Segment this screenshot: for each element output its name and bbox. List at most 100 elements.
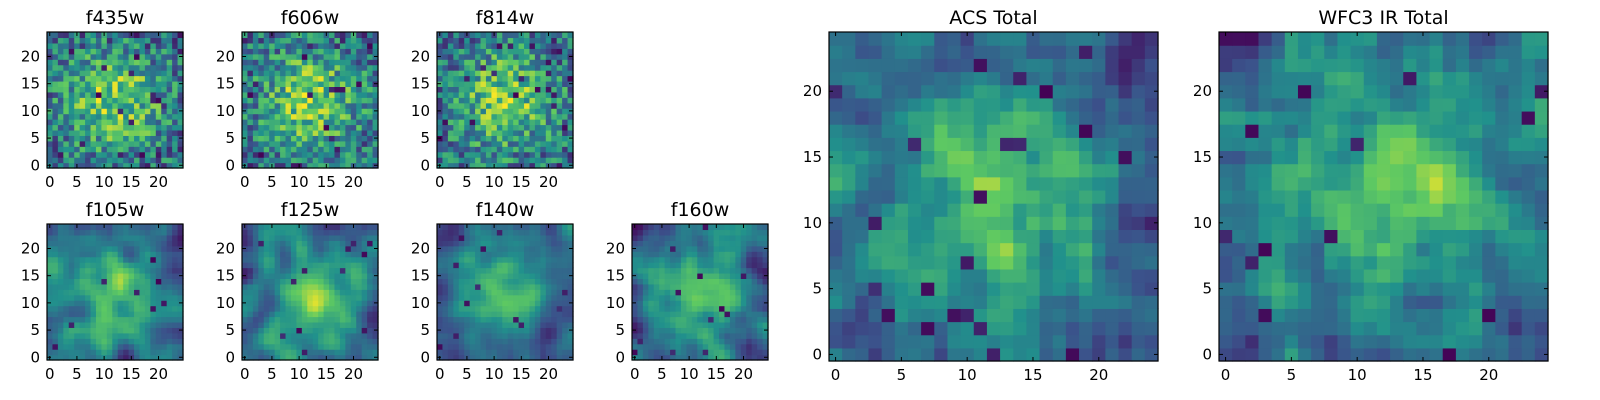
heatmap-cell <box>242 256 249 263</box>
heatmap-cell <box>52 37 59 44</box>
heatmap-cell <box>675 256 682 263</box>
axes-frame <box>46 223 184 361</box>
heatmap-cell <box>68 70 75 77</box>
heatmap-cell <box>691 354 698 361</box>
heatmap-cell <box>79 321 86 328</box>
heatmap-cell <box>868 255 883 270</box>
heatmap-cell <box>263 343 270 350</box>
heatmap-cell <box>150 349 157 356</box>
heatmap-cell <box>491 124 498 131</box>
heatmap-cell <box>447 245 454 252</box>
heatmap-cell <box>458 86 465 93</box>
heatmap-cell <box>702 267 709 274</box>
heatmap-cell <box>642 300 649 307</box>
heatmap-cell <box>296 37 303 44</box>
heatmap-cell <box>128 91 135 98</box>
heatmap-cell <box>1052 163 1067 178</box>
heatmap-cell <box>567 146 574 153</box>
heatmap-cell <box>719 283 726 290</box>
heatmap-cell <box>469 97 476 104</box>
heatmap-cell <box>724 305 731 312</box>
heatmap-cell <box>680 332 687 339</box>
heatmap-cell <box>139 86 146 93</box>
heatmap-cell <box>79 354 86 361</box>
heatmap-cell <box>453 300 460 307</box>
heatmap-cell <box>79 146 86 153</box>
heatmap-cell <box>642 267 649 274</box>
heatmap-cell <box>95 86 102 93</box>
heatmap-cell <box>1079 242 1093 257</box>
heatmap-cell <box>112 162 119 169</box>
heatmap-cell <box>312 64 319 71</box>
heatmap-cell <box>529 256 536 263</box>
heatmap-cell <box>708 245 715 252</box>
heatmap-cell <box>155 311 162 318</box>
heatmap-cell <box>485 48 492 55</box>
heatmap-cell <box>242 146 249 153</box>
heatmap-cell <box>112 354 119 361</box>
heatmap-cell <box>334 70 341 77</box>
heatmap-cell <box>242 343 249 350</box>
heatmap-cell <box>144 108 151 115</box>
heatmap-cell <box>274 349 281 356</box>
heatmap-cell <box>290 102 297 109</box>
heatmap-cell <box>274 91 281 98</box>
heatmap-cell <box>177 262 184 269</box>
heatmap-cell <box>458 146 465 153</box>
heatmap-cell <box>128 349 135 356</box>
heatmap-cell <box>90 240 97 247</box>
heatmap-cell <box>475 251 482 258</box>
heatmap-cell <box>345 289 352 296</box>
heatmap-cell <box>708 267 715 274</box>
heatmap-cell <box>334 224 341 231</box>
heatmap-cell <box>166 135 173 142</box>
heatmap-cell <box>664 283 671 290</box>
heatmap-cell <box>735 256 742 263</box>
heatmap-cell <box>155 229 162 236</box>
heatmap-cell <box>697 300 704 307</box>
heatmap-cell <box>659 267 666 274</box>
heatmap-cell <box>68 113 75 120</box>
heatmap-cell <box>464 129 471 136</box>
heatmap-cell <box>680 354 687 361</box>
heatmap-cell <box>551 64 558 71</box>
heatmap-cell <box>464 272 471 279</box>
heatmap-cell <box>491 256 498 263</box>
heatmap-cell <box>551 283 558 290</box>
heatmap-cell <box>632 267 639 274</box>
heatmap-cell <box>447 151 454 158</box>
heatmap-cell <box>128 48 135 55</box>
heatmap-cell <box>719 272 726 279</box>
heatmap-cell <box>567 32 574 39</box>
heatmap-cell <box>1052 295 1067 309</box>
heatmap-cell <box>361 32 368 39</box>
heatmap-cell <box>128 124 135 131</box>
heatmap-cell <box>301 234 308 241</box>
heatmap-cell <box>323 119 330 126</box>
heatmap-cell <box>307 262 314 269</box>
heatmap-cell <box>172 146 179 153</box>
heatmap-cell <box>973 347 988 362</box>
heatmap-cell <box>161 80 168 87</box>
heatmap-cell <box>513 53 520 60</box>
heatmap-cell <box>95 278 102 285</box>
heatmap-cell <box>269 91 276 98</box>
heatmap-cell <box>567 262 574 269</box>
heatmap-cell <box>545 234 552 241</box>
heatmap-cell <box>545 311 552 318</box>
heatmap-cell <box>691 300 698 307</box>
heatmap-cell <box>464 251 471 258</box>
heatmap-cell <box>458 354 465 361</box>
heatmap-cell <box>556 146 563 153</box>
heatmap-cell <box>464 108 471 115</box>
heatmap-cell <box>447 53 454 60</box>
heatmap-cell <box>724 349 731 356</box>
heatmap-cell <box>269 240 276 247</box>
heatmap-cell <box>68 119 75 126</box>
heatmap-cell <box>252 300 259 307</box>
heatmap-cell <box>367 102 374 109</box>
heatmap-cell <box>437 278 444 285</box>
heatmap-cell <box>290 140 297 147</box>
heatmap-cell <box>529 124 536 131</box>
heatmap-cell <box>740 332 747 339</box>
